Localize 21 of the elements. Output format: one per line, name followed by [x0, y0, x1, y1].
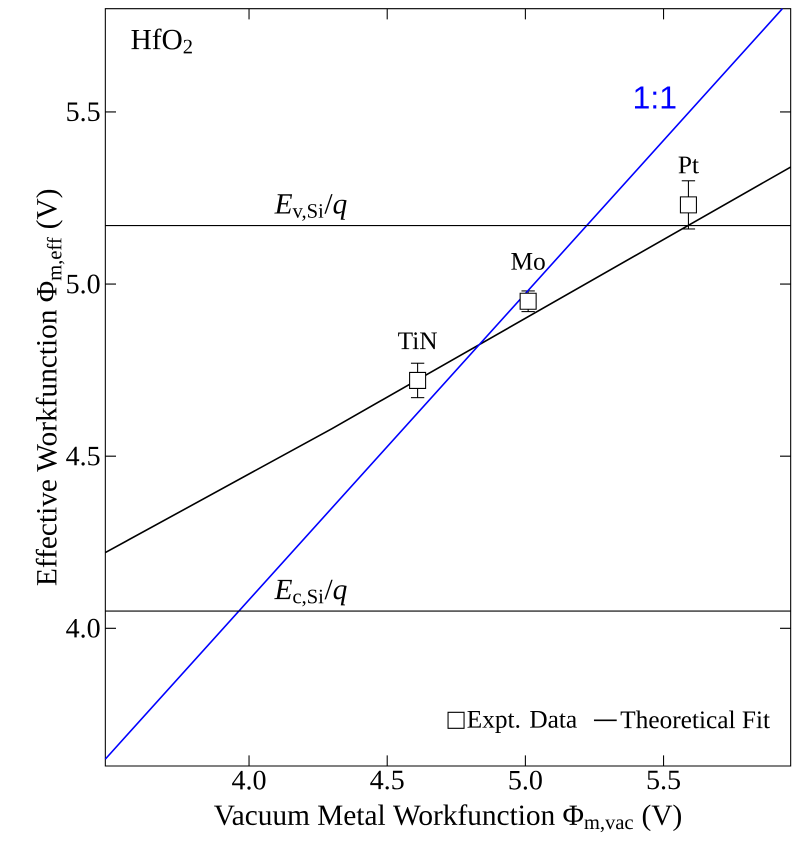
x-tick-label: 5.5 [648, 770, 680, 790]
x-tick-label: 5.0 [509, 770, 542, 790]
annotation: Mo [511, 253, 545, 270]
y-tick-label: 5.0 [67, 274, 100, 294]
y-tick-label: 5.5 [67, 102, 100, 122]
y-tick-label: 4.0 [66, 618, 100, 638]
point [408, 372, 426, 389]
y-tick-label: 4.5 [66, 446, 100, 466]
annotation: Pt [678, 156, 699, 174]
x-axis-title: Vacuum Metal Workfunction Φ$_{m,vac}$ (V) [214, 804, 681, 832]
series-label: 1:1 [634, 86, 676, 108]
annotation: HfO$_{2}$ [131, 28, 192, 54]
x-tick-label: 4.0 [232, 770, 266, 790]
ref-line-label: E$_{c,Si}$/q [274, 580, 346, 606]
annotation: TiN [398, 332, 437, 350]
point [680, 196, 697, 214]
y-axis-title: Effective Workfunction Φ$_{m,eff}$ (V) [36, 190, 64, 586]
legend-label: Expt. Data [467, 711, 577, 734]
ref-line-label: E$_{v,Si}$/q [274, 194, 346, 221]
x-tick-label: 4.5 [370, 770, 404, 790]
legend-label: Theoretical Fit [620, 710, 770, 728]
